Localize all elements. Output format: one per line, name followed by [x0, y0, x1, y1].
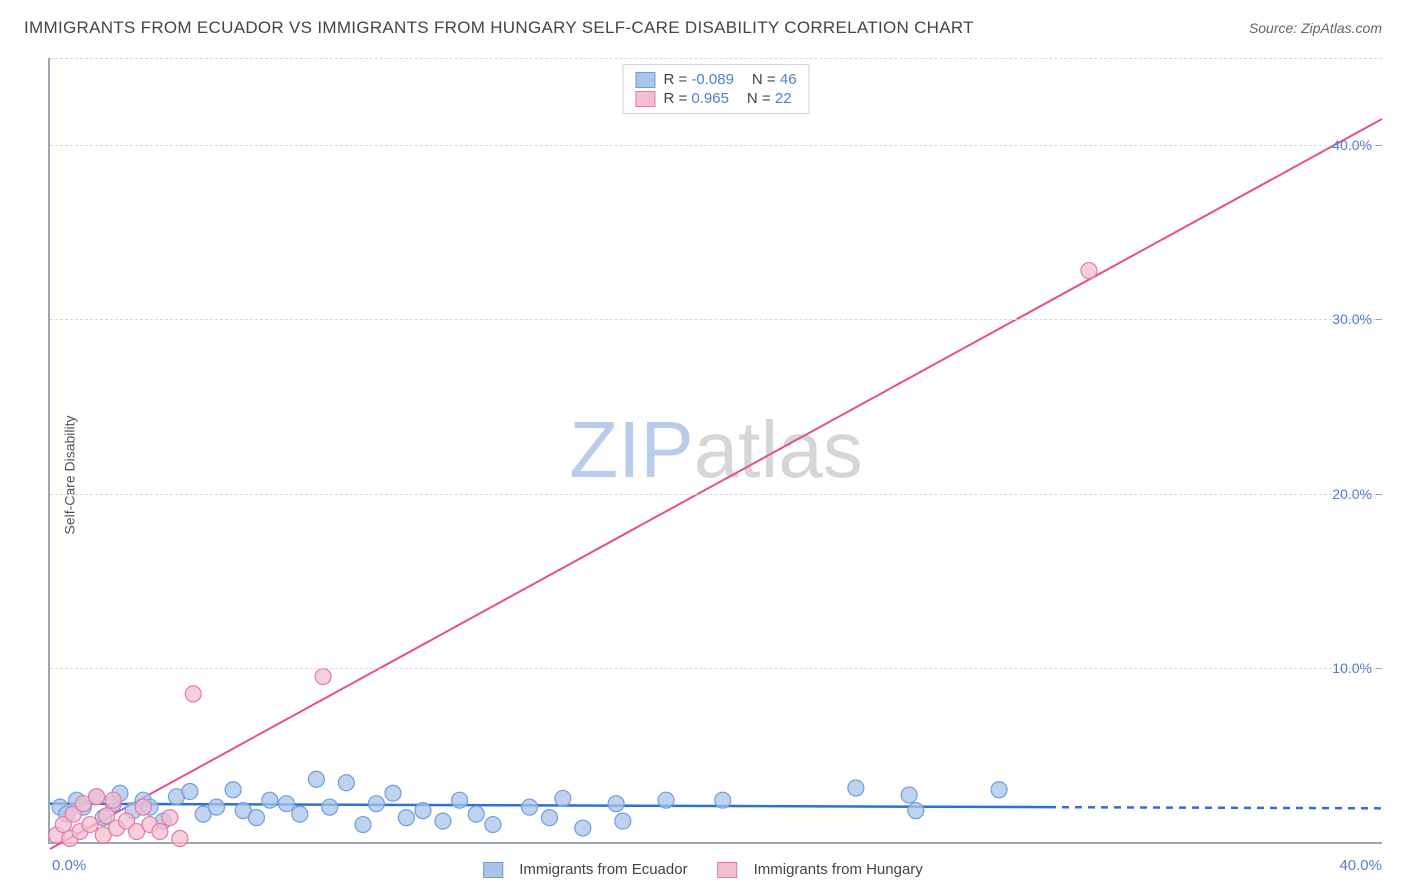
r-value: -0.089 — [691, 71, 734, 88]
y-tick-label: 30.0% — [1332, 311, 1372, 327]
n-value: 46 — [780, 71, 797, 88]
legend-item: Immigrants from Ecuador — [483, 861, 687, 878]
legend-swatch — [483, 862, 503, 878]
legend-series: Immigrants from Ecuador Immigrants from … — [483, 861, 923, 878]
y-tick-label: 20.0% — [1332, 486, 1372, 502]
chart-title: IMMIGRANTS FROM ECUADOR VS IMMIGRANTS FR… — [24, 18, 974, 38]
legend-label: Immigrants from Hungary — [754, 861, 923, 878]
n-value: 22 — [775, 90, 792, 107]
source-label: Source: ZipAtlas.com — [1249, 20, 1382, 36]
y-tick-label: 40.0% — [1332, 137, 1372, 153]
r-label: R = — [663, 90, 687, 107]
r-value: 0.965 — [691, 90, 729, 107]
title-bar: IMMIGRANTS FROM ECUADOR VS IMMIGRANTS FR… — [24, 18, 1382, 38]
n-label: N = — [747, 90, 771, 107]
legend-swatch — [635, 72, 655, 88]
legend-stats: R = -0.089 N = 46 R = 0.965 N = 22 — [622, 64, 809, 114]
legend-stats-row: R = -0.089 N = 46 — [635, 71, 796, 88]
legend-swatch — [635, 91, 655, 107]
legend-stats-row: R = 0.965 N = 22 — [635, 90, 796, 107]
legend-label: Immigrants from Ecuador — [519, 861, 687, 878]
n-label: N = — [752, 71, 776, 88]
r-label: R = — [663, 71, 687, 88]
y-tick-label: 10.0% — [1332, 660, 1372, 676]
legend-swatch — [718, 862, 738, 878]
legend-item: Immigrants from Hungary — [718, 861, 923, 878]
x-tick-max: 40.0% — [1339, 857, 1382, 874]
chart-wrap: Self-Care Disability ZIPatlas R = -0.089… — [0, 58, 1406, 892]
plot-area: ZIPatlas R = -0.089 N = 46 R = 0.965 N =… — [48, 58, 1382, 844]
x-tick-min: 0.0% — [52, 857, 86, 874]
